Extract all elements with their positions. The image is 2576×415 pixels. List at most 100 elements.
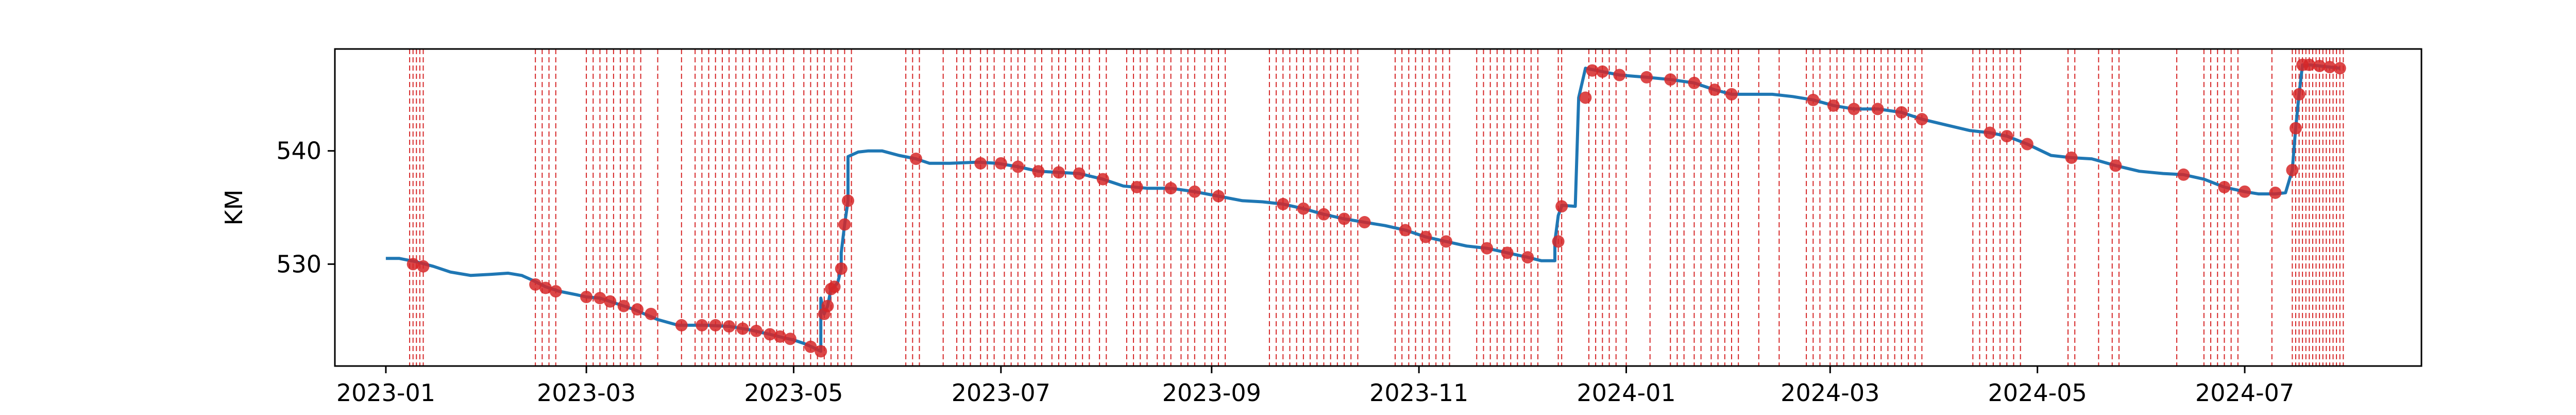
event-point [696, 319, 708, 331]
event-point [1613, 69, 1626, 81]
event-point [1725, 88, 1738, 101]
event-point [1212, 190, 1225, 203]
event-point [1555, 200, 1568, 213]
event-point [2109, 159, 2122, 172]
event-point [580, 291, 593, 304]
event-point [1338, 212, 1351, 225]
event-point [1439, 235, 1452, 248]
event-point [1688, 76, 1701, 89]
event-point [1916, 113, 1928, 126]
event-point [835, 262, 848, 275]
event-point [909, 153, 922, 165]
event-point [2313, 59, 2326, 72]
event-point [1297, 202, 1310, 215]
event-point [417, 260, 430, 273]
event-point [1501, 246, 1514, 259]
event-point [631, 303, 644, 316]
event-point [815, 345, 827, 358]
event-point [1552, 235, 1565, 248]
event-point [645, 307, 657, 320]
event-point [1188, 185, 1201, 198]
x-tick-label: 2023-03 [537, 379, 636, 407]
event-point [974, 157, 987, 170]
event-point [1664, 73, 1677, 86]
event-point [1596, 65, 1609, 78]
event-point [1096, 173, 1109, 186]
event-point [2323, 61, 2336, 74]
event-point [784, 333, 796, 345]
event-point [2333, 62, 2346, 75]
event-point [1481, 242, 1494, 255]
x-tick-label: 2024-05 [1988, 379, 2087, 407]
event-point [1807, 93, 1820, 106]
event-point [1073, 167, 1086, 180]
event-point [1984, 126, 1996, 139]
event-point [723, 320, 736, 333]
event-point [2239, 185, 2251, 198]
event-point [842, 194, 855, 207]
y-tick-label: 540 [276, 137, 321, 165]
event-point [1895, 106, 1908, 119]
event-point [750, 324, 762, 337]
x-tick-label: 2024-03 [1781, 379, 1879, 407]
y-axis-label: KM [220, 190, 248, 226]
event-point [594, 292, 606, 305]
event-point [406, 258, 419, 271]
x-tick-label: 2024-01 [1577, 379, 1675, 407]
event-point [1419, 230, 1432, 243]
event-points [406, 58, 2346, 358]
event-point [539, 281, 552, 294]
event-point [2289, 122, 2302, 135]
x-tick-label: 2023-09 [1162, 379, 1261, 407]
event-point [1011, 160, 1024, 173]
event-point [1871, 103, 1884, 115]
event-point [821, 300, 834, 312]
event-point [1708, 84, 1721, 96]
event-point [736, 322, 749, 335]
event-point [2065, 151, 2078, 164]
event-point [1579, 91, 1592, 104]
event-point [2286, 164, 2299, 177]
plot-frame [334, 48, 2422, 367]
event-point [2218, 180, 2231, 193]
event-point [604, 295, 617, 308]
event-point [1640, 71, 1653, 84]
event-point [549, 285, 562, 298]
event-point [774, 330, 787, 343]
event-point [2293, 88, 2306, 101]
event-point [828, 280, 841, 293]
event-point [994, 157, 1007, 170]
event-point [1827, 99, 1840, 112]
x-tick-label: 2023-07 [952, 379, 1050, 407]
event-point [1317, 208, 1330, 221]
event-point [675, 319, 688, 331]
event-point [2021, 138, 2033, 151]
x-tick-label: 2023-05 [744, 379, 843, 407]
event-point [617, 300, 630, 312]
y-axis: 530 540 [276, 137, 335, 278]
event-point [1848, 103, 1860, 115]
event-point [1164, 182, 1177, 195]
event-point [2269, 186, 2282, 199]
event-point [1521, 251, 1534, 264]
x-tick-label: 2024-07 [2195, 379, 2294, 407]
event-point [1052, 166, 1065, 179]
event-point [2303, 58, 2316, 71]
event-point [2001, 130, 2013, 143]
event-point [2177, 168, 2190, 181]
event-point [529, 278, 542, 291]
event-point [1358, 216, 1371, 229]
event-point [709, 319, 722, 331]
y-tick-label: 530 [276, 250, 321, 278]
event-point [764, 328, 776, 341]
event-point [804, 340, 817, 353]
event-point [838, 218, 851, 231]
event-point [1586, 64, 1599, 77]
x-tick-label: 2023-11 [1369, 379, 1468, 407]
event-point [1399, 224, 1412, 237]
x-axis: 2023-01 2023-03 2023-05 2023-07 2023-09 2023-… [336, 366, 2294, 407]
event-point [1032, 165, 1045, 178]
event-point [1130, 180, 1143, 193]
